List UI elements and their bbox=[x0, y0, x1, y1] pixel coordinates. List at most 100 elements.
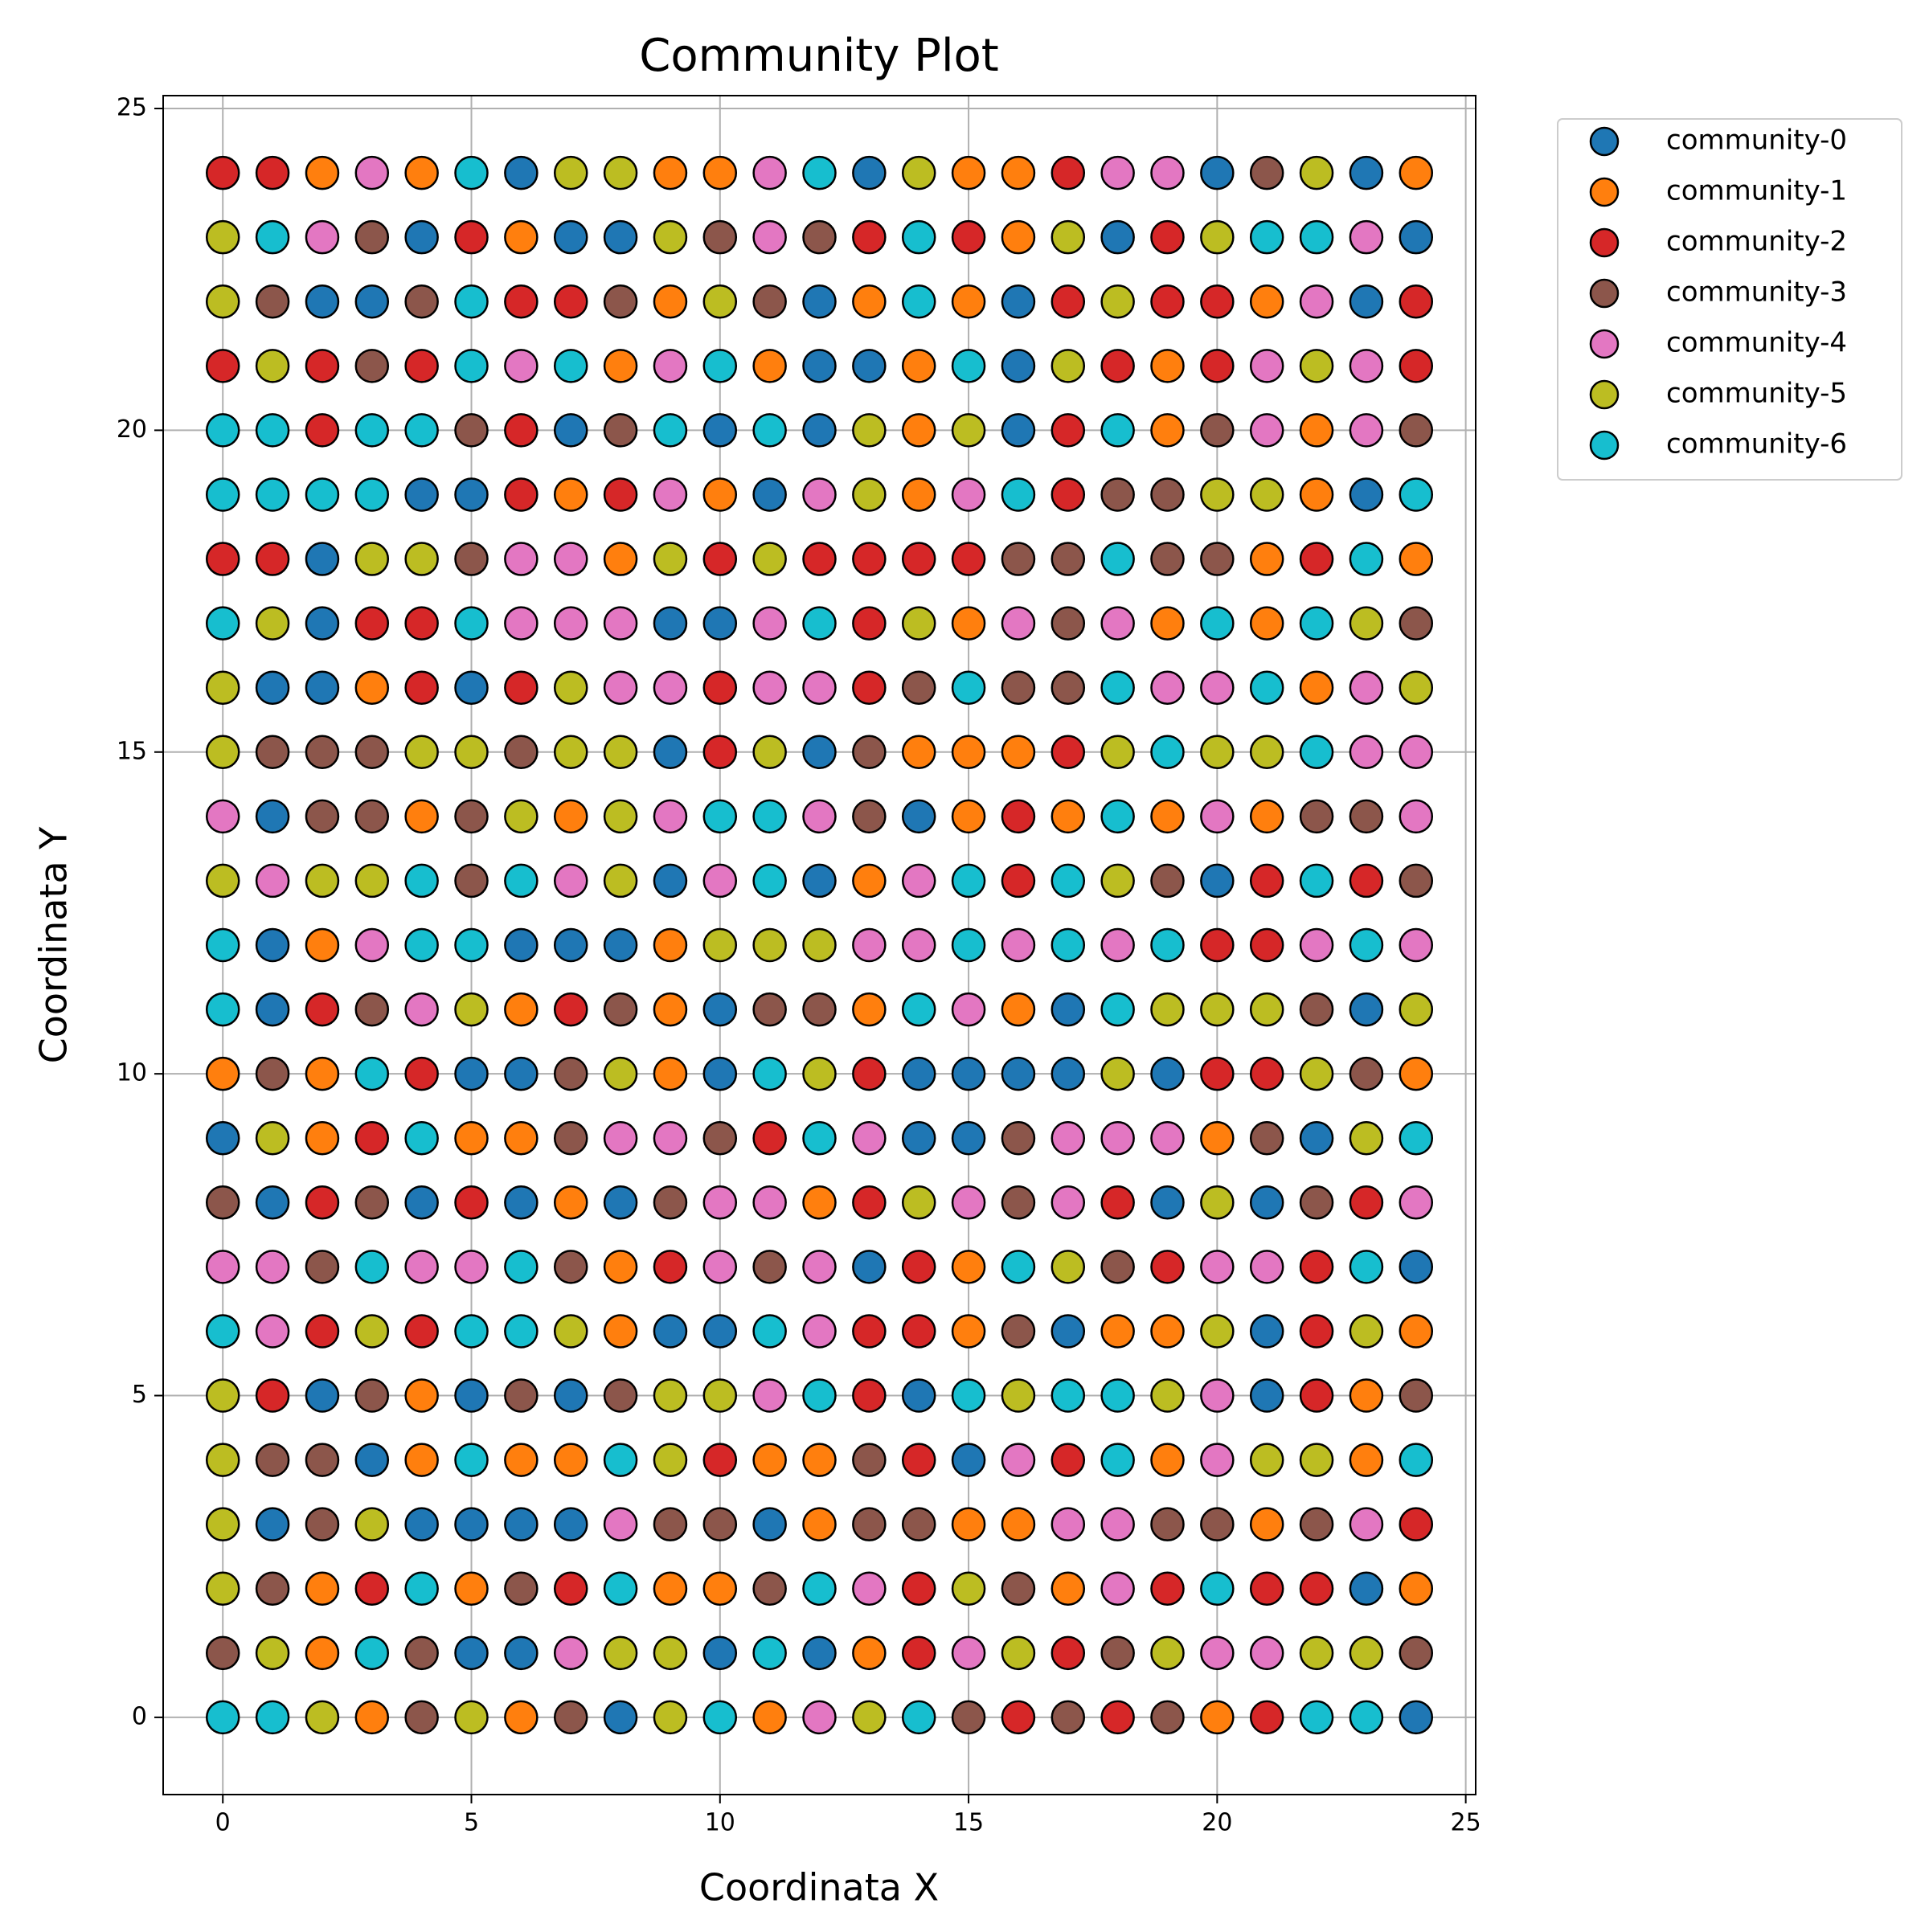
scatter-point bbox=[454, 1056, 489, 1091]
scatter-point bbox=[852, 1314, 887, 1349]
scatter-point bbox=[454, 992, 489, 1027]
scatter-point bbox=[802, 219, 837, 255]
scatter-point bbox=[653, 284, 688, 319]
scatter-point bbox=[1200, 1700, 1235, 1735]
scatter-point bbox=[504, 1314, 539, 1349]
scatter-point bbox=[1001, 735, 1036, 770]
scatter-point bbox=[205, 1056, 240, 1091]
scatter-point bbox=[305, 799, 340, 834]
scatter-point bbox=[1249, 1120, 1284, 1156]
scatter-point bbox=[1200, 1185, 1235, 1220]
scatter-point bbox=[1150, 735, 1185, 770]
scatter-point bbox=[255, 477, 290, 512]
scatter-point bbox=[1001, 927, 1036, 963]
scatter-point bbox=[255, 927, 290, 963]
scatter-point bbox=[1200, 413, 1235, 448]
scatter-point bbox=[653, 799, 688, 834]
scatter-point bbox=[255, 606, 290, 641]
scatter-point bbox=[553, 1635, 588, 1671]
scatter-point bbox=[802, 1507, 837, 1541]
scatter-point bbox=[1001, 219, 1036, 255]
scatter-point bbox=[603, 606, 638, 641]
scatter-point bbox=[901, 606, 936, 641]
scatter-point bbox=[354, 1507, 390, 1541]
scatter-point bbox=[901, 1378, 936, 1413]
scatter-point bbox=[1349, 477, 1384, 512]
scatter-point bbox=[752, 477, 787, 512]
scatter-point bbox=[951, 542, 986, 576]
scatter-point bbox=[1349, 542, 1384, 576]
scatter-point bbox=[852, 992, 887, 1027]
scatter-point bbox=[951, 413, 986, 448]
scatter-point bbox=[1150, 413, 1185, 448]
scatter-point bbox=[702, 1314, 738, 1349]
scatter-point bbox=[653, 1635, 688, 1671]
scatter-point bbox=[553, 1571, 588, 1607]
scatter-point bbox=[404, 1056, 439, 1091]
scatter-point bbox=[1150, 477, 1185, 512]
scatter-point bbox=[702, 1056, 738, 1091]
scatter-point bbox=[603, 992, 638, 1027]
scatter-point bbox=[305, 1507, 340, 1541]
scatter-point bbox=[1200, 1635, 1235, 1671]
scatter-point bbox=[802, 670, 837, 705]
scatter-point bbox=[901, 1120, 936, 1156]
scatter-point bbox=[1299, 477, 1334, 512]
chart-title: Community Plot bbox=[639, 30, 998, 82]
scatter-point bbox=[1349, 155, 1384, 190]
scatter-point bbox=[951, 1120, 986, 1156]
scatter-point bbox=[1399, 284, 1434, 319]
scatter-point bbox=[951, 284, 986, 319]
scatter-point bbox=[454, 413, 489, 448]
scatter-point bbox=[1150, 1635, 1185, 1671]
scatter-point bbox=[354, 1443, 390, 1477]
scatter-point bbox=[1051, 542, 1086, 576]
scatter-point bbox=[1051, 606, 1086, 641]
scatter-point bbox=[1299, 413, 1334, 448]
scatter-point bbox=[1100, 155, 1135, 190]
scatter-point bbox=[802, 413, 837, 448]
scatter-point bbox=[305, 219, 340, 255]
scatter-point bbox=[802, 1443, 837, 1477]
x-tick-label: 0 bbox=[215, 1809, 231, 1837]
scatter-point bbox=[1249, 284, 1284, 319]
scatter-point bbox=[504, 863, 539, 898]
scatter-point bbox=[553, 284, 588, 319]
scatter-point bbox=[802, 1571, 837, 1607]
scatter-point bbox=[1299, 1120, 1334, 1156]
scatter-point bbox=[852, 1443, 887, 1477]
scatter-point bbox=[305, 1056, 340, 1091]
scatter-point bbox=[1001, 1120, 1036, 1156]
legend-marker bbox=[1589, 126, 1620, 157]
scatter-point bbox=[653, 155, 688, 190]
scatter-point bbox=[1051, 349, 1086, 383]
scatter-point bbox=[1349, 1571, 1384, 1607]
scatter-point bbox=[1200, 1443, 1235, 1477]
scatter-point bbox=[752, 349, 787, 383]
scatter-point bbox=[1051, 1314, 1086, 1349]
scatter-point bbox=[1051, 1250, 1086, 1284]
scatter-point bbox=[951, 1700, 986, 1735]
scatter-point bbox=[205, 1635, 240, 1671]
scatter-point bbox=[504, 1056, 539, 1091]
scatter-point bbox=[504, 542, 539, 576]
scatter-point bbox=[504, 1635, 539, 1671]
scatter-point bbox=[354, 1250, 390, 1284]
scatter-point bbox=[1150, 349, 1185, 383]
scatter-point bbox=[1399, 1185, 1434, 1220]
scatter-point bbox=[404, 477, 439, 512]
scatter-point bbox=[702, 670, 738, 705]
scatter-point bbox=[1051, 927, 1086, 963]
scatter-point bbox=[653, 863, 688, 898]
scatter-point bbox=[1299, 1507, 1334, 1541]
scatter-point bbox=[354, 735, 390, 770]
scatter-point bbox=[1001, 349, 1036, 383]
scatter-point bbox=[1100, 1378, 1135, 1413]
x-tick-label: 5 bbox=[464, 1809, 479, 1837]
scatter-point bbox=[404, 670, 439, 705]
scatter-point bbox=[653, 670, 688, 705]
scatter-point bbox=[1299, 606, 1334, 641]
scatter-point bbox=[1399, 1635, 1434, 1671]
scatter-point bbox=[1200, 992, 1235, 1027]
scatter-point bbox=[1399, 1250, 1434, 1284]
